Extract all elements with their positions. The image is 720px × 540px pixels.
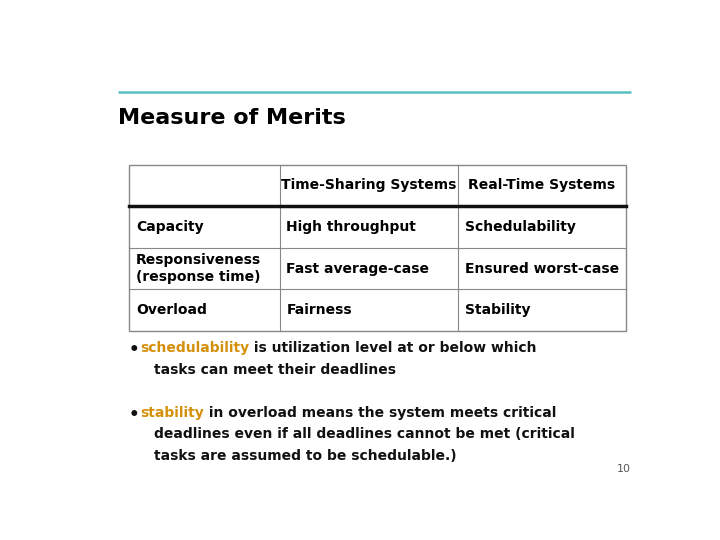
Text: Time-Sharing Systems: Time-Sharing Systems [282, 178, 456, 192]
Text: 10: 10 [617, 464, 631, 474]
Text: Ensured worst-case: Ensured worst-case [465, 261, 619, 275]
Text: schedulability: schedulability [140, 341, 249, 355]
Text: Capacity: Capacity [136, 220, 203, 234]
Text: in overload means the system meets critical: in overload means the system meets criti… [204, 406, 557, 420]
Text: Fairness: Fairness [287, 303, 352, 317]
Text: Stability: Stability [465, 303, 531, 317]
Text: tasks are assumed to be schedulable.): tasks are assumed to be schedulable.) [154, 449, 456, 463]
Text: Schedulability: Schedulability [465, 220, 576, 234]
Text: Real-Time Systems: Real-Time Systems [469, 178, 616, 192]
Text: is utilization level at or below which: is utilization level at or below which [249, 341, 537, 355]
Text: Overload: Overload [136, 303, 207, 317]
Text: stability: stability [140, 406, 204, 420]
Text: Responsiveness
(response time): Responsiveness (response time) [136, 253, 261, 284]
Bar [129, 165, 626, 331]
Text: tasks can meet their deadlines: tasks can meet their deadlines [154, 363, 396, 377]
Text: •: • [129, 341, 140, 359]
Text: deadlines even if all deadlines cannot be met (critical: deadlines even if all deadlines cannot b… [154, 427, 575, 441]
Text: High throughput: High throughput [287, 220, 416, 234]
Text: •: • [129, 406, 140, 424]
Text: Fast average-case: Fast average-case [287, 261, 429, 275]
Text: Measure of Merits: Measure of Merits [118, 109, 346, 129]
